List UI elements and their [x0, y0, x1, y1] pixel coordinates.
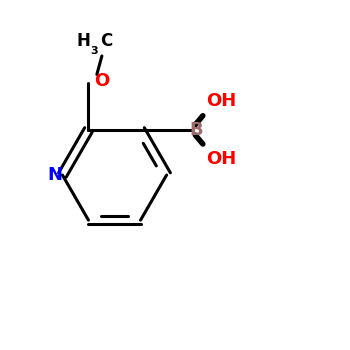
Text: B: B	[190, 121, 203, 139]
Text: C: C	[100, 32, 112, 50]
Text: N: N	[48, 166, 63, 184]
Text: 3: 3	[90, 46, 98, 56]
Text: OH: OH	[206, 150, 236, 168]
Text: O: O	[94, 72, 110, 90]
Text: H: H	[76, 32, 90, 50]
Text: OH: OH	[206, 92, 236, 110]
